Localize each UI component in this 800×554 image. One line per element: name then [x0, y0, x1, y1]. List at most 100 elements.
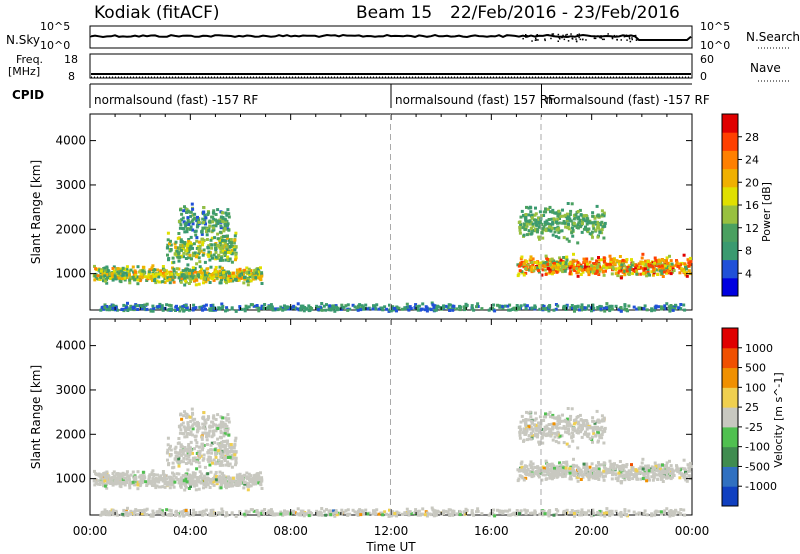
velocity-cell [517, 477, 521, 481]
power-cell [546, 207, 550, 211]
velocity-cell [549, 468, 552, 471]
colorbar-tick-label: 4 [745, 267, 752, 280]
power-cell [189, 274, 193, 278]
power-cell [219, 224, 223, 228]
power-cell [208, 258, 212, 262]
velocity-cell [122, 476, 126, 480]
velocity-cell [246, 488, 250, 492]
velocity-cell [222, 479, 226, 483]
velocity-cell [253, 474, 257, 478]
power-cell [558, 261, 562, 265]
nsearch-dot [567, 40, 570, 42]
power-cell [589, 267, 593, 271]
velocity-cell [227, 443, 231, 447]
power-cell [548, 304, 552, 307]
power-cell [169, 239, 172, 243]
power-cell [281, 308, 285, 312]
velocity-cell [528, 511, 532, 515]
power-cell [617, 266, 621, 270]
power-cell [163, 280, 167, 284]
power-cell [653, 268, 657, 271]
power-cell [595, 270, 599, 274]
velocity-cell [218, 463, 222, 467]
velocity-cell [653, 473, 657, 476]
power-cell [674, 303, 677, 307]
velocity-cell [547, 514, 551, 518]
power-cell [548, 205, 552, 209]
velocity-cell [203, 465, 207, 469]
velocity-cell [557, 426, 561, 430]
power-cell [106, 269, 110, 273]
velocity-cell [188, 482, 192, 486]
power-cell [225, 245, 229, 249]
velocity-cell [214, 453, 218, 457]
velocity-cell [530, 475, 534, 479]
power-cell [249, 272, 253, 276]
velocity-cell [562, 466, 565, 470]
power-cell [580, 308, 583, 312]
power-cell [233, 238, 237, 242]
velocity-cell [219, 455, 223, 459]
velocity-cell [535, 428, 539, 432]
power-cell [141, 265, 145, 269]
power-cell [204, 280, 208, 284]
velocity-cell [582, 419, 586, 423]
velocity-cell [596, 470, 600, 474]
power-cell [144, 275, 148, 279]
velocity-cell [186, 461, 190, 465]
velocity-cell [116, 472, 120, 476]
velocity-cell [658, 467, 662, 471]
power-cell [219, 273, 223, 277]
power-cell [119, 267, 123, 271]
velocity-cell [191, 412, 195, 416]
station-title: Kodiak (fitACF) [94, 3, 220, 23]
power-cell [161, 308, 165, 312]
velocity-cell [677, 467, 681, 471]
velocity-cell [185, 426, 189, 430]
velocity-cell [561, 426, 565, 430]
power-cell [541, 268, 545, 272]
velocity-cell [522, 478, 526, 482]
velocity-cell [631, 473, 635, 477]
power-cell [143, 307, 146, 311]
power-cell [213, 243, 217, 247]
velocity-cell [189, 430, 193, 434]
power-cell [301, 304, 305, 308]
velocity-cell [558, 434, 562, 438]
power-cell [374, 307, 378, 311]
velocity-cell [128, 478, 131, 482]
power-cell [179, 305, 183, 309]
velocity-cell [180, 445, 184, 449]
velocity-cell [519, 509, 523, 513]
power-cell [617, 262, 621, 266]
velocity-cell [180, 482, 184, 486]
power-cell [224, 278, 228, 282]
power-cell [679, 307, 683, 311]
power-cell [603, 221, 607, 225]
power-cell [591, 214, 595, 218]
power-cell [385, 307, 389, 311]
power-cell [418, 308, 422, 312]
power-cell [530, 264, 534, 268]
velocity-cell [147, 475, 151, 479]
power-cell [611, 261, 615, 265]
velocity-cell [202, 453, 206, 457]
velocity-cell [555, 433, 559, 437]
velocity-cell [154, 478, 158, 482]
velocity-cell [175, 472, 179, 476]
power-cell [519, 257, 523, 261]
power-cell [646, 269, 650, 273]
power-cell [377, 307, 381, 311]
velocity-cell [548, 410, 552, 414]
power-cell [225, 281, 228, 285]
power-cell [317, 306, 321, 310]
velocity-cell [189, 476, 193, 480]
power-cell [574, 267, 578, 270]
velocity-cell [642, 512, 646, 516]
ytick-label: 2000 [55, 222, 86, 236]
power-cell [191, 308, 195, 312]
nsearch-dot [531, 40, 533, 42]
velocity-cell [645, 471, 649, 474]
power-cell [191, 276, 195, 280]
power-cell [553, 226, 557, 230]
